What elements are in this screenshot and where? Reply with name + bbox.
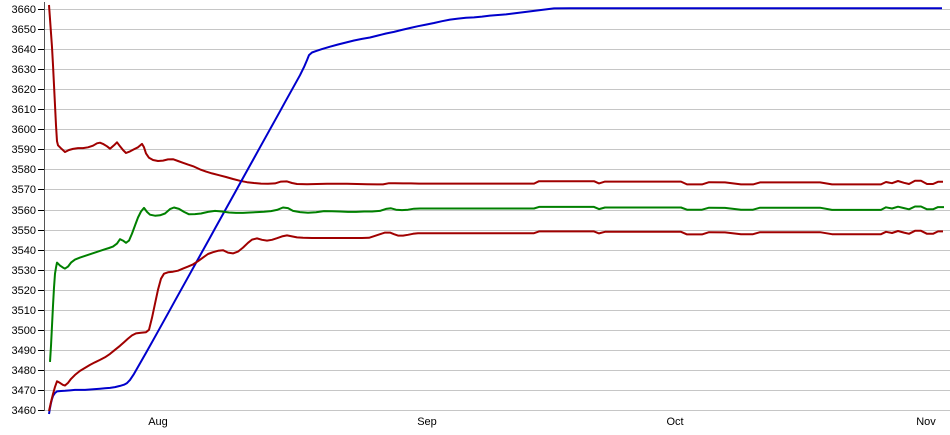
lower-band-red-line <box>48 229 943 412</box>
x-axis-label: Nov <box>916 416 936 428</box>
series-lines <box>48 4 944 415</box>
y-tick-label: 3550 <box>12 225 36 237</box>
y-tick-label: 3590 <box>12 144 36 156</box>
y-tick-label: 3570 <box>12 184 36 196</box>
upper-band-dark-red-line <box>48 4 943 186</box>
y-tick-label: 3500 <box>12 325 36 337</box>
y-tick-label: 3460 <box>12 405 36 417</box>
y-tick-label: 3530 <box>12 265 36 277</box>
x-axis-label: Sep <box>417 416 437 428</box>
x-axis-labels: Aug Sep Oct Nov <box>148 416 936 428</box>
x-axis-label: Aug <box>148 416 168 428</box>
y-tick-label: 3650 <box>12 24 36 36</box>
y-tick-label: 3510 <box>12 305 36 317</box>
y-tick-label: 3480 <box>12 365 36 377</box>
rising-blue-line <box>48 7 942 415</box>
y-tick-label: 3560 <box>12 205 36 217</box>
y-tick-label: 3520 <box>12 285 36 297</box>
y-tick-label: 3660 <box>12 4 36 16</box>
y-tick-label: 3470 <box>12 385 36 397</box>
y-tick-label: 3540 <box>12 245 36 257</box>
y-axis-labels: 3660 3650 3640 3630 3620 3610 3600 3590 3580 3570… <box>12 4 36 417</box>
y-axis-ticks <box>38 9 44 411</box>
gridlines <box>44 9 950 411</box>
x-axis-label: Oct <box>666 416 683 428</box>
y-tick-label: 3630 <box>12 64 36 76</box>
y-tick-label: 3620 <box>12 84 36 96</box>
y-tick-label: 3610 <box>12 104 36 116</box>
y-tick-label: 3640 <box>12 44 36 56</box>
y-tick-label: 3600 <box>12 124 36 136</box>
middle-band-green-line <box>49 205 944 362</box>
y-tick-label: 3490 <box>12 345 36 357</box>
y-tick-label: 3580 <box>12 164 36 176</box>
